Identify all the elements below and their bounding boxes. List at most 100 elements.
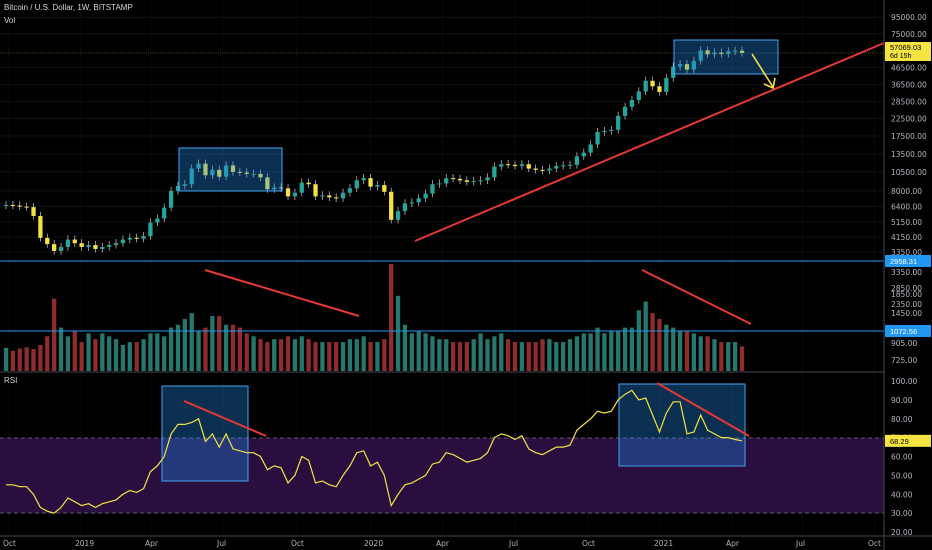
candle[interactable] [602,130,607,133]
volume-bar[interactable] [595,327,600,371]
volume-bar[interactable] [38,344,43,371]
support-trendline[interactable] [414,42,885,242]
volume-bar[interactable] [588,333,593,371]
volume-bar[interactable] [3,347,9,371]
volume-bar[interactable] [533,342,538,371]
candle[interactable] [664,77,669,92]
volume-bar[interactable] [265,342,270,371]
candle[interactable] [554,166,559,169]
candle[interactable] [10,204,16,206]
volume-bar[interactable] [492,336,497,371]
rsi-line[interactable] [6,389,743,514]
candle[interactable] [134,237,139,239]
volume-bar[interactable] [113,339,119,371]
candle[interactable] [712,52,717,55]
volume-bar[interactable] [622,327,628,371]
volume-bar[interactable] [375,342,380,371]
volume-bar[interactable] [719,342,724,371]
candle[interactable] [437,183,442,185]
candle[interactable] [334,197,339,199]
candle[interactable] [31,207,36,216]
volume-bar[interactable] [17,348,22,371]
volume-bar[interactable] [368,342,373,371]
candle[interactable] [299,182,304,193]
volume-bar[interactable] [72,330,77,371]
time-axis[interactable]: Oct 2019 Apr Jul Oct 2020 Apr Jul Oct 2021 Apr Jul O… [3,539,881,548]
candle[interactable] [196,163,201,169]
volume-bar[interactable] [292,339,298,371]
candle[interactable] [519,164,525,167]
candle[interactable] [574,156,580,165]
candle[interactable] [38,215,43,238]
volume-bar[interactable] [306,339,311,371]
candle[interactable] [430,184,435,194]
volume-bar[interactable] [258,339,263,371]
candle[interactable] [189,168,194,185]
volume-bar[interactable] [354,339,359,371]
volume-bar[interactable] [223,324,229,371]
volume-bar[interactable] [478,333,483,371]
volume-bar[interactable] [189,313,194,371]
volume-bar[interactable] [299,336,304,371]
volume-bar[interactable] [423,333,428,371]
volume-bar[interactable] [155,333,160,371]
volume-bar[interactable] [361,336,366,371]
volume-bar[interactable] [86,333,91,371]
candle[interactable] [79,243,84,247]
volume-bar[interactable] [347,339,353,371]
candle[interactable] [210,169,215,176]
candle[interactable] [726,51,731,55]
candle[interactable] [72,239,77,244]
volume-bar[interactable] [554,342,559,371]
candle[interactable] [526,164,531,169]
candle[interactable] [423,193,428,199]
volume-bar[interactable] [444,339,449,371]
candle[interactable] [492,166,497,178]
candle[interactable] [636,91,641,101]
volume-bar[interactable] [10,350,16,371]
candle[interactable] [547,168,552,171]
candle[interactable] [327,195,332,198]
candle[interactable] [279,187,284,189]
volume-bar[interactable] [561,342,566,371]
volume-bar[interactable] [581,333,586,371]
volume-bar[interactable] [58,327,64,371]
volume-bar[interactable] [148,333,153,371]
candle[interactable] [691,60,696,70]
candle[interactable] [217,169,222,177]
rsi-divergence-line-1[interactable] [183,400,267,437]
volume-bar[interactable] [705,336,710,371]
chart-title[interactable]: Bitcoin / U.S. Dollar, 1W, BITSTAMP [4,3,133,12]
volume-bar[interactable] [162,336,167,371]
volume-bar[interactable] [671,327,676,371]
volume-bar[interactable] [65,336,71,371]
candle[interactable] [203,163,208,176]
volume-bar[interactable] [698,336,703,371]
volume-bar[interactable] [684,330,690,371]
candle[interactable] [285,188,291,197]
volume-bar[interactable] [402,324,408,371]
candle[interactable] [629,100,635,107]
candle[interactable] [595,132,600,145]
volume-bar[interactable] [485,339,490,371]
volume-bar[interactable] [320,342,325,371]
volume-bar[interactable] [540,339,545,371]
candle[interactable] [588,144,593,153]
volume-bar[interactable] [664,324,669,371]
volume-bar[interactable] [244,333,249,371]
candle[interactable] [505,164,511,166]
volume-bar[interactable] [499,333,504,371]
candle[interactable] [86,245,91,247]
candle[interactable] [141,236,146,239]
candle[interactable] [567,164,573,166]
volume-bar[interactable] [471,339,476,371]
candle[interactable] [402,203,408,212]
rsi-box-2019[interactable] [161,385,249,482]
volume-bar[interactable] [237,327,243,371]
candle[interactable] [732,50,738,52]
candle[interactable] [340,192,346,199]
volume-bar[interactable] [567,339,573,371]
rsi-title[interactable]: RSI [4,376,18,385]
volume-bar[interactable] [712,339,717,371]
candle[interactable] [450,178,456,180]
